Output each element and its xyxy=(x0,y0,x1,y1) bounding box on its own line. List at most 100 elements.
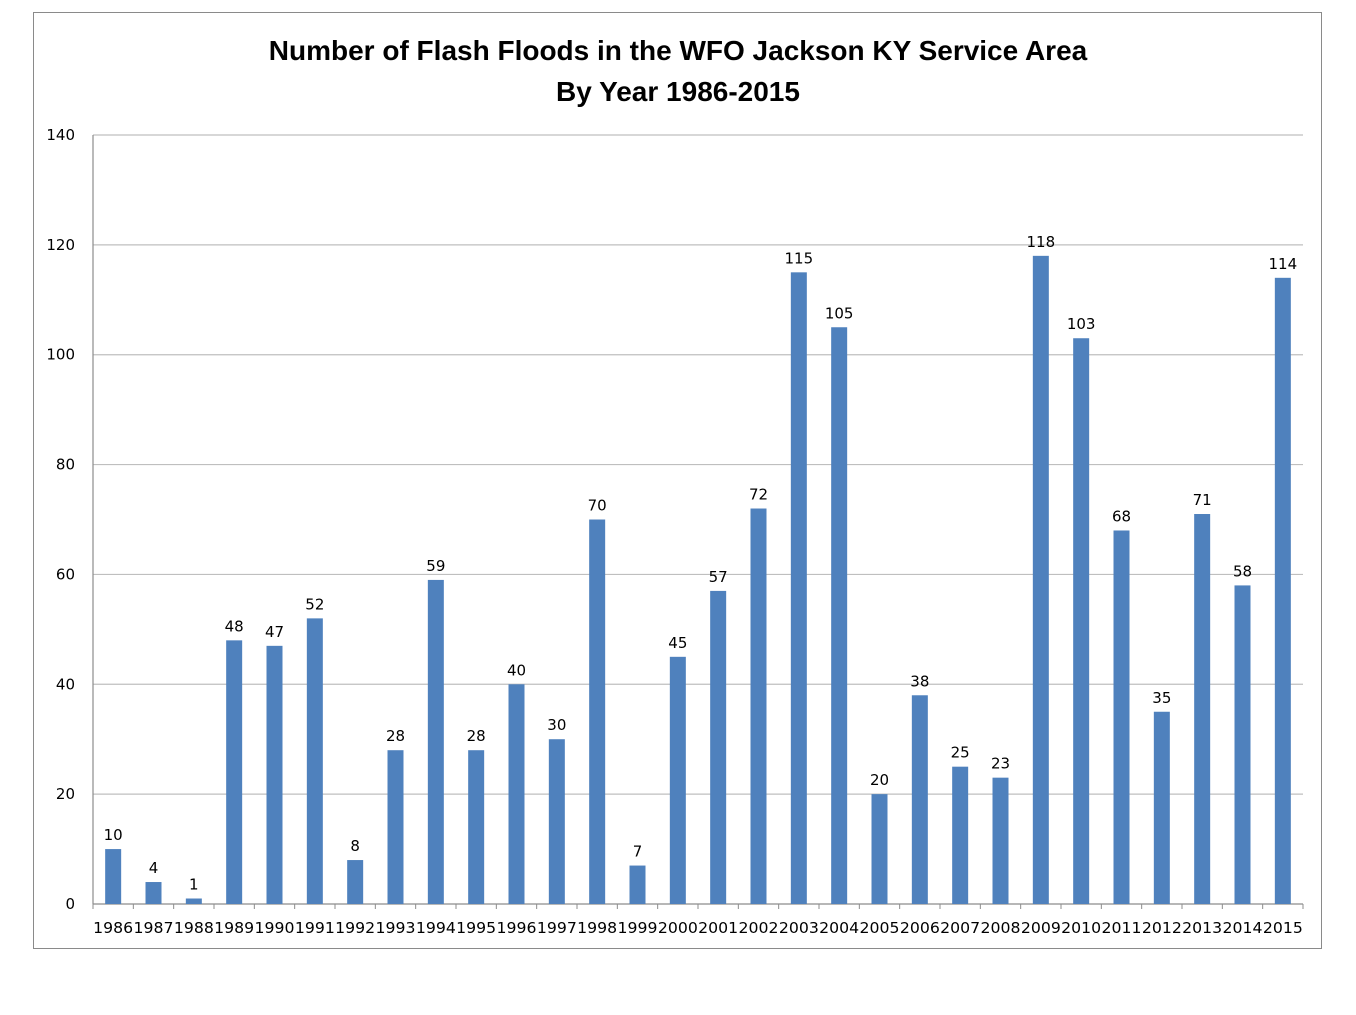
bar-1994 xyxy=(427,579,444,904)
data-label-2004: 105 xyxy=(825,304,854,322)
bars xyxy=(105,255,1291,905)
chart-frame: Number of Flash Floods in the WFO Jackso… xyxy=(33,12,1322,949)
bar-1989 xyxy=(226,640,243,904)
x-tick-label-1997: 1997 xyxy=(537,919,577,937)
bar-1999 xyxy=(629,865,646,904)
data-label-2006: 38 xyxy=(910,672,929,690)
bar-2008 xyxy=(992,777,1009,904)
x-tick-label-1988: 1988 xyxy=(174,919,214,937)
bar-1990 xyxy=(266,645,283,904)
bar-2011 xyxy=(1113,530,1130,904)
y-tick-label-120: 120 xyxy=(46,236,75,254)
bar-1993 xyxy=(387,750,404,904)
x-tick-label-1991: 1991 xyxy=(295,919,335,937)
axes xyxy=(92,135,1304,909)
y-tick-label-60: 60 xyxy=(56,565,75,583)
bar-1996 xyxy=(508,684,525,904)
bar-2003 xyxy=(790,272,807,905)
bar-2001 xyxy=(710,590,727,904)
x-tick-label-1993: 1993 xyxy=(376,919,416,937)
data-label-2009: 118 xyxy=(1027,233,1056,251)
x-tick-label-1990: 1990 xyxy=(255,919,295,937)
data-label-1995: 28 xyxy=(467,727,486,745)
bar-1988 xyxy=(185,898,202,904)
x-tick-label-2011: 2011 xyxy=(1102,919,1142,937)
x-tick-label-2001: 2001 xyxy=(698,919,738,937)
data-labels: 10 4 1 48 47 52 8 28 59 28 40 30 70 7 45 57 72 115 105 20 38… xyxy=(104,233,1298,894)
x-tick-label-1998: 1998 xyxy=(577,919,617,937)
bar-2004 xyxy=(831,327,848,904)
x-tick-label-2007: 2007 xyxy=(940,919,980,937)
x-tick-label-2000: 2000 xyxy=(658,919,698,937)
y-tick-label-20: 20 xyxy=(56,785,75,803)
bar-1995 xyxy=(468,750,485,904)
x-tick-label-2006: 2006 xyxy=(900,919,940,937)
x-tick-label-2009: 2009 xyxy=(1021,919,1061,937)
bar-2009 xyxy=(1032,255,1049,905)
bar-1986 xyxy=(105,849,122,904)
data-label-2015: 114 xyxy=(1269,255,1298,273)
data-label-1992: 8 xyxy=(350,837,360,855)
bar-1997 xyxy=(548,739,565,904)
bar-2005 xyxy=(871,794,888,904)
data-label-1988: 1 xyxy=(189,876,199,894)
x-tick-label-1986: 1986 xyxy=(93,919,133,937)
data-label-1996: 40 xyxy=(507,661,526,679)
data-label-2013: 71 xyxy=(1193,491,1212,509)
y-tick-label-140: 140 xyxy=(46,126,75,144)
bar-2010 xyxy=(1073,338,1090,904)
bar-1992 xyxy=(347,860,364,904)
data-label-2014: 58 xyxy=(1233,562,1252,580)
bar-1987 xyxy=(145,882,162,904)
data-label-1993: 28 xyxy=(386,727,405,745)
data-label-2012: 35 xyxy=(1152,689,1171,707)
y-tick-label-100: 100 xyxy=(46,346,75,364)
y-tick-label-40: 40 xyxy=(56,675,75,693)
bar-2006 xyxy=(911,695,928,904)
bar-1991 xyxy=(306,618,323,904)
data-label-1990: 47 xyxy=(265,623,284,641)
data-label-2007: 25 xyxy=(951,744,970,762)
data-label-2003: 115 xyxy=(785,249,814,267)
data-label-2002: 72 xyxy=(749,486,768,504)
chart-title-line-1: Number of Flash Floods in the WFO Jackso… xyxy=(269,35,1088,66)
y-tick-label-80: 80 xyxy=(56,456,75,474)
x-tick-label-1996: 1996 xyxy=(497,919,537,937)
data-label-1998: 70 xyxy=(588,497,607,515)
bar-2014 xyxy=(1234,585,1251,904)
data-label-2005: 20 xyxy=(870,771,889,789)
data-label-1989: 48 xyxy=(225,617,244,635)
flash-flood-bar-chart: Number of Flash Floods in the WFO Jackso… xyxy=(46,35,1304,937)
data-label-1986: 10 xyxy=(104,826,123,844)
data-label-1991: 52 xyxy=(305,595,324,613)
y-axis-tick-labels: 0 20 40 60 80 100 120 140 xyxy=(46,126,75,913)
x-tick-label-2003: 2003 xyxy=(779,919,819,937)
x-tick-label-1992: 1992 xyxy=(335,919,375,937)
x-tick-label-1999: 1999 xyxy=(618,919,658,937)
x-tick-label-2014: 2014 xyxy=(1223,919,1263,937)
bar-2012 xyxy=(1153,711,1170,904)
x-tick-label-2012: 2012 xyxy=(1142,919,1182,937)
x-tick-label-2002: 2002 xyxy=(739,919,779,937)
data-label-2008: 23 xyxy=(991,755,1010,773)
bar-2002 xyxy=(750,508,767,904)
y-tick-label-0: 0 xyxy=(65,895,75,913)
bar-2000 xyxy=(669,656,686,904)
bar-1998 xyxy=(589,519,606,904)
x-tick-label-2008: 2008 xyxy=(981,919,1021,937)
data-label-2011: 68 xyxy=(1112,507,1131,525)
x-tick-label-2004: 2004 xyxy=(819,919,859,937)
data-label-2010: 103 xyxy=(1067,315,1096,333)
x-tick-label-2013: 2013 xyxy=(1182,919,1222,937)
bar-2007 xyxy=(952,766,969,904)
data-label-1994: 59 xyxy=(426,557,445,575)
data-label-2001: 57 xyxy=(709,568,728,586)
bar-2015 xyxy=(1274,277,1291,904)
data-label-1997: 30 xyxy=(547,716,566,734)
data-label-1999: 7 xyxy=(633,843,643,861)
x-tick-label-1989: 1989 xyxy=(214,919,254,937)
gridlines xyxy=(93,134,1303,795)
bar-2013 xyxy=(1194,514,1211,904)
chart-title-line-2: By Year 1986-2015 xyxy=(556,76,800,107)
x-tick-label-1995: 1995 xyxy=(456,919,496,937)
